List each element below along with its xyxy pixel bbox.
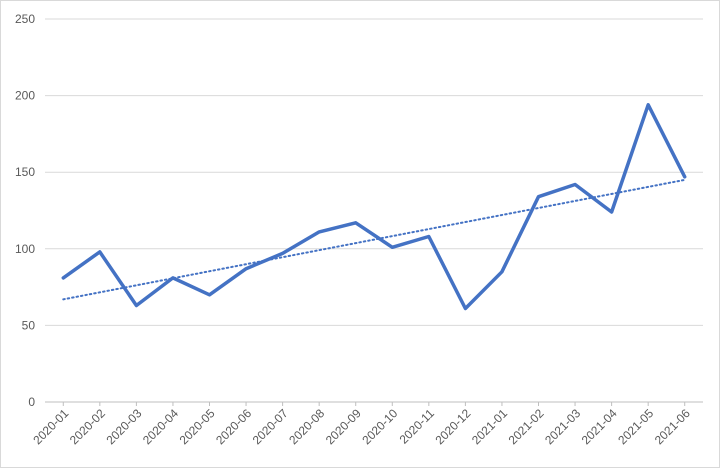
data-point [61,276,65,280]
y-tick-label: 0 [28,395,35,409]
x-tick-label: 2020-09 [323,406,364,447]
data-point [244,267,248,271]
x-tick-label: 2021-01 [469,406,510,447]
data-point [317,230,321,234]
x-tick-label: 2021-02 [506,406,547,447]
data-point [281,251,285,255]
data-point [354,221,358,225]
x-tick-label: 2020-02 [67,406,108,447]
x-tick-label: 2020-06 [213,406,254,447]
data-point [573,182,577,186]
data-point [390,245,394,249]
data-point [646,103,650,107]
data-point [537,195,541,199]
x-tick-label: 2021-06 [652,406,693,447]
y-tick-label: 200 [15,89,35,103]
x-tick-label: 2020-07 [250,406,291,447]
y-tick-label: 250 [15,12,35,26]
data-point [98,250,102,254]
data-point [427,235,431,239]
data-point [208,293,212,297]
data-point [171,276,175,280]
x-tick-label: 2021-03 [542,406,583,447]
y-tick-label: 50 [22,318,36,332]
trendline-group [62,178,686,301]
x-tick-label: 2020-04 [140,406,181,447]
gridlines [45,18,703,403]
data-point [500,270,504,274]
data-point [134,303,138,307]
data-point [463,307,467,311]
x-tick-label: 2020-05 [177,406,218,447]
x-tick-label: 2020-01 [30,406,71,447]
x-tick-label: 2020-11 [397,406,438,447]
series-line [61,103,687,311]
x-tick-label: 2021-04 [579,406,620,447]
y-axis-tick-labels: 0 50 100 150 200 250 [15,12,35,409]
y-tick-label: 150 [15,165,35,179]
x-tick-label: 2021-05 [615,406,656,447]
data-point [610,210,614,214]
x-tick-label: 2020-10 [359,406,400,447]
series-group [61,103,687,311]
trendline [62,178,686,301]
x-tick-label: 2020-08 [286,406,327,447]
data-point [683,175,687,179]
y-tick-label: 100 [15,242,35,256]
x-tick-label: 2020-03 [103,406,144,447]
x-axis-tick-labels: 2020-012020-022020-032020-042020-052020-… [30,402,693,447]
x-tick-label: 2020-12 [432,406,473,447]
